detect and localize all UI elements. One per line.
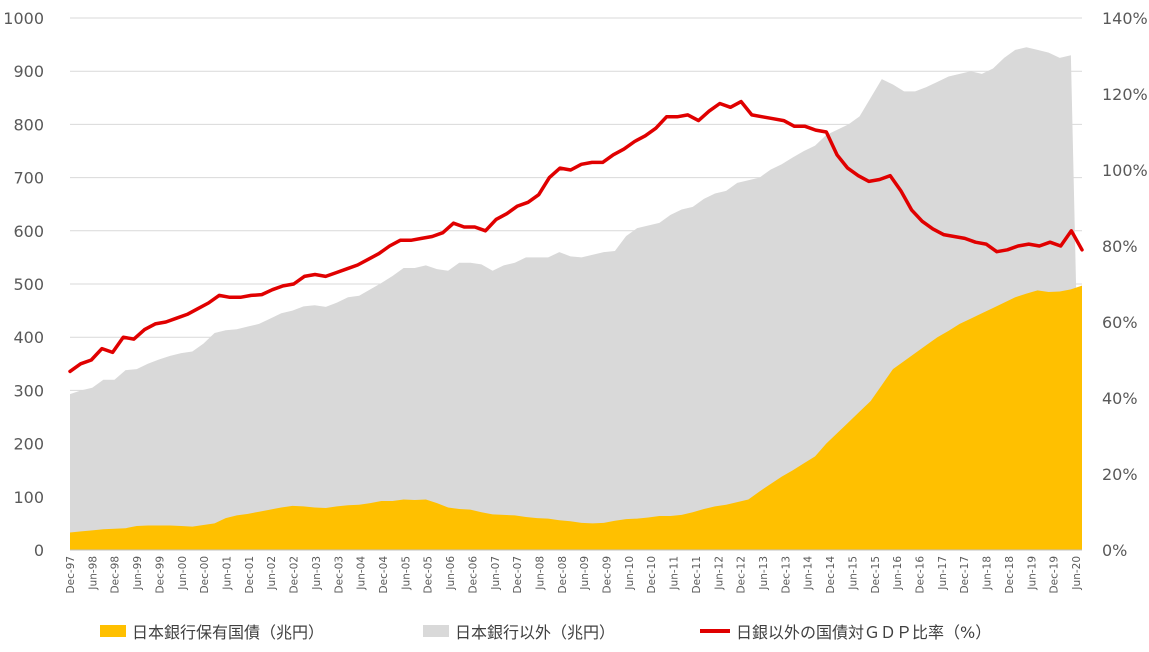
x-tick-label: Dec-98 xyxy=(110,556,122,593)
x-axis-ticks: Dec-97 Jun-98 Dec-98 Jun-99 Dec-99 Jun-00 Dec-… xyxy=(65,556,1083,594)
x-tick-label: Dec-04 xyxy=(378,556,390,594)
x-tick-label: Jun-13 xyxy=(758,556,770,591)
x-tick-label: Jun-06 xyxy=(445,556,457,591)
x-tick-label: Jun-04 xyxy=(356,556,368,591)
y-tick-label: 0 xyxy=(34,541,44,560)
x-tick-label: Jun-10 xyxy=(624,556,636,591)
x-tick-label: Dec-18 xyxy=(1004,556,1016,593)
x-tick-label: Dec-14 xyxy=(825,556,837,594)
x-tick-label: Dec-16 xyxy=(915,556,927,594)
y2-tick-label: 120% xyxy=(1102,85,1148,104)
y2-tick-label: 20% xyxy=(1102,465,1138,484)
y-tick-label: 400 xyxy=(13,328,44,347)
x-tick-label: Dec-19 xyxy=(1049,556,1061,593)
x-tick-label: Jun-98 xyxy=(87,556,99,591)
y-tick-label: 800 xyxy=(13,115,44,134)
x-tick-label: Jun-15 xyxy=(847,556,859,591)
x-tick-label: Jun-12 xyxy=(713,556,725,591)
x-tick-label: Jun-07 xyxy=(490,556,502,591)
legend-swatch-non-boj xyxy=(423,625,449,637)
x-tick-label: Dec-01 xyxy=(244,556,256,593)
legend-label-gdp-ratio: 日銀以外の国債対ＧＤＰ比率（%） xyxy=(736,623,992,642)
legend-label-non-boj: 日本銀行以外（兆円） xyxy=(455,623,616,642)
x-tick-label: Dec-12 xyxy=(736,556,748,593)
x-tick-label: Dec-99 xyxy=(154,556,166,593)
legend-item-gdp-ratio: 日銀以外の国債対ＧＤＰ比率（%） xyxy=(700,619,991,643)
x-tick-label: Dec-08 xyxy=(557,556,569,593)
legend-swatch-boj-holdings xyxy=(100,625,126,637)
y-tick-label: 300 xyxy=(13,381,44,400)
x-tick-label: Dec-97 xyxy=(65,556,77,593)
y2-tick-label: 80% xyxy=(1102,237,1138,256)
x-tick-label: Jun-16 xyxy=(892,556,904,591)
x-tick-label: Dec-15 xyxy=(870,556,882,593)
legend-label-boj-holdings: 日本銀行保有国債（兆円） xyxy=(132,623,325,642)
y-tick-label: 1000 xyxy=(3,9,44,28)
y-tick-label: 200 xyxy=(13,435,44,454)
left-axis-ticks: 0 100 200 300 400 500 600 700 800 900 1000 xyxy=(3,9,44,560)
x-tick-label: Jun-02 xyxy=(266,556,278,591)
y2-tick-label: 100% xyxy=(1102,161,1148,180)
area-non-boj xyxy=(70,47,1082,550)
x-tick-label: Dec-17 xyxy=(959,556,971,593)
x-tick-label: Jun-11 xyxy=(669,556,681,591)
x-tick-label: Dec-02 xyxy=(289,556,301,593)
x-tick-label: Dec-11 xyxy=(691,556,703,593)
legend: 日本銀行保有国債（兆円） 日本銀行以外（兆円） 日銀以外の国債対ＧＤＰ比率（%） xyxy=(0,617,1149,645)
right-axis-ticks: 0% 20% 40% 60% 80% 100% 120% 140% xyxy=(1102,9,1148,560)
y-tick-label: 900 xyxy=(13,62,44,81)
x-tick-label: Dec-09 xyxy=(602,556,614,593)
x-tick-label: Dec-05 xyxy=(423,556,435,593)
x-tick-label: Dec-07 xyxy=(512,556,524,593)
x-tick-label: Jun-18 xyxy=(982,556,994,591)
x-tick-label: Dec-13 xyxy=(780,556,792,593)
x-tick-label: Jun-09 xyxy=(579,556,591,591)
ratio-line-layer xyxy=(68,99,1084,374)
x-tick-label: Jun-03 xyxy=(311,556,323,591)
x-tick-label: Dec-03 xyxy=(333,556,345,593)
y2-tick-label: 140% xyxy=(1102,9,1148,28)
y-tick-label: 700 xyxy=(13,169,44,188)
y2-tick-label: 60% xyxy=(1102,313,1138,332)
legend-item-non-boj: 日本銀行以外（兆円） xyxy=(423,619,615,643)
x-tick-label: Jun-01 xyxy=(221,556,233,591)
x-tick-label: Jun-99 xyxy=(132,556,144,591)
x-tick-label: Jun-17 xyxy=(937,556,949,591)
x-tick-label: Jun-20 xyxy=(1071,556,1083,591)
y-tick-label: 600 xyxy=(13,222,44,241)
x-tick-label: Dec-00 xyxy=(199,556,211,593)
y-tick-label: 100 xyxy=(13,488,44,507)
x-tick-label: Jun-05 xyxy=(400,556,412,591)
area-boj-holdings xyxy=(70,285,1082,550)
x-tick-label: Jun-08 xyxy=(534,556,546,591)
ratio-line xyxy=(68,99,1084,374)
x-tick-label: Dec-06 xyxy=(467,556,479,594)
y-tick-label: 500 xyxy=(13,275,44,294)
x-tick-label: Jun-19 xyxy=(1026,556,1038,591)
y2-tick-label: 0% xyxy=(1102,541,1127,560)
legend-item-boj-holdings: 日本銀行保有国債（兆円） xyxy=(100,619,324,643)
x-tick-label: Dec-10 xyxy=(646,556,658,593)
y2-tick-label: 40% xyxy=(1102,389,1138,408)
legend-swatch-gdp-ratio xyxy=(700,629,730,633)
x-tick-label: Jun-14 xyxy=(803,556,815,591)
plot-areas xyxy=(70,47,1082,551)
x-tick-label: Jun-00 xyxy=(177,556,189,591)
